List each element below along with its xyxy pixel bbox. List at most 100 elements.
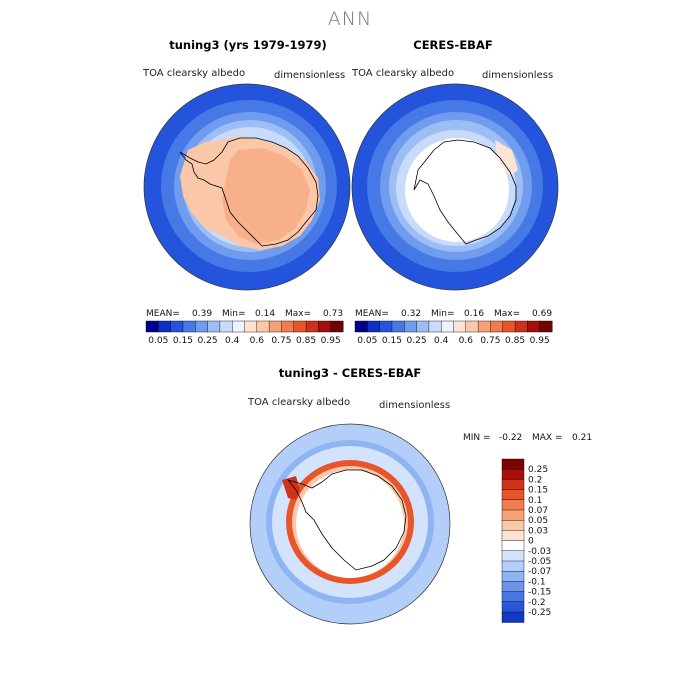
panel2-units-label: dimensionless: [482, 70, 554, 81]
panel1-colorbar-tick: 0.15: [173, 336, 193, 346]
panel2-colorbar-swatch: [477, 320, 491, 333]
panel1-colorbar-swatch: [145, 320, 159, 333]
panel2-colorbar-tick: 0.15: [382, 336, 402, 346]
panel2-ring-4: [389, 120, 523, 252]
panel3-min-value: -0.22: [499, 433, 523, 443]
panel1-interior-fill: [222, 148, 310, 244]
panel2-colorbar-tick: 0.6: [459, 336, 474, 346]
panel1-colorbar-swatch: [244, 320, 258, 333]
panel3-missing-data: [296, 470, 404, 578]
panel3-ocean-outer: [250, 424, 450, 624]
panel3-colorbar-tick: -0.05: [528, 557, 551, 567]
panel3-colorbar-tick: 0.07: [528, 506, 548, 516]
panel3-boundary: [249, 423, 451, 625]
panel3-positive-ring: [286, 460, 414, 584]
panel2-ring-3: [380, 112, 532, 260]
panel1-ring-5: [188, 127, 312, 247]
panel1-ring-3: [174, 112, 326, 260]
panel1-colorbar-swatch: [268, 320, 282, 333]
panel3-colorbar-swatch: [501, 611, 525, 623]
panel3-colorbar-tick: 0.03: [528, 526, 548, 536]
panel1-colorbar-tick: 0.05: [148, 336, 168, 346]
panel2-colorbar-swatch: [354, 320, 368, 333]
panel3-colorbar-tick: 0.05: [528, 516, 548, 526]
panel1-colorbar-tick: 0.6: [250, 336, 265, 346]
panel3-max-value: 0.21: [572, 433, 593, 443]
panel1-colorbar-tick: 0.4: [225, 336, 240, 346]
panel2-colorbar-swatch: [404, 320, 418, 333]
panel1-variable-label: TOA clearsky albedo: [143, 68, 246, 79]
panel3-colorbar-swatch: [501, 469, 525, 480]
panel3-colorbar-swatch: [501, 520, 525, 531]
panel1-colorbar-swatch: [207, 320, 221, 333]
panel3-colorbar-swatch: [501, 591, 525, 603]
panel2-colorbar-swatch: [440, 320, 455, 333]
panel2-max-label: Max=: [494, 309, 521, 319]
panel2-ring-2: [367, 100, 543, 272]
panel3-colorbar-swatch: [501, 601, 525, 613]
panel1-antarctica-fill: [180, 136, 320, 250]
panel3-colorbar-tick: -0.2: [528, 598, 546, 608]
panel2-colorbar-swatch: [367, 320, 381, 333]
panel3-colorbar-swatch: [501, 479, 525, 491]
panel3-colorbar-swatch: [501, 489, 525, 501]
panel3-colorbar-tick: -0.25: [528, 608, 551, 618]
panel3-colorbar-tick: -0.1: [528, 577, 546, 587]
panel1-boundary: [143, 83, 351, 291]
panel3-colorbar-tick: -0.15: [528, 588, 551, 598]
panel1-ring-2: [161, 100, 337, 272]
panel2-max-value: 0.69: [532, 309, 553, 319]
panel3-colorbar-swatch: [501, 560, 525, 572]
panel3-colorbar-swatch: [501, 581, 525, 593]
panel1-ring-outer: [144, 84, 350, 290]
panel2-colorbar-swatch: [514, 320, 528, 333]
panel2-colorbar-tick: 0.4: [434, 336, 449, 346]
panel1-colorbar-swatch: [330, 320, 344, 333]
panel3-coastline: [286, 469, 407, 571]
panel2-colorbar-swatch: [527, 320, 541, 333]
panel2-colorbar-tick: 0.95: [530, 336, 550, 346]
panel3-colorbar-tick: 0.2: [528, 475, 542, 485]
panel3-colorbar-tick: -0.07: [528, 567, 551, 577]
panel2-min-value: 0.16: [464, 309, 485, 319]
panel1-colorbar-swatch: [195, 320, 209, 333]
panel1-title: tuning3 (yrs 1979-1979): [169, 38, 327, 52]
panel3-variable-label: TOA clearsky albedo: [248, 397, 351, 408]
panel2-colorbar-tick: 0.85: [505, 336, 525, 346]
panel2-colorbar-swatch: [453, 320, 467, 333]
panel3-colorbar-swatch: [501, 540, 525, 552]
panel1-colorbar-swatch: [182, 320, 196, 333]
panel3-units-label: dimensionless: [379, 400, 451, 411]
panel2-missing-data: [405, 138, 509, 242]
panel1-coastline: [179, 137, 319, 247]
panel1-colorbar-swatch: [318, 320, 332, 333]
panel1-colorbar-swatch: [231, 320, 246, 333]
panel2-colorbar-tick: 0.75: [480, 336, 500, 346]
panel3-colorbar-tick: 0.1: [528, 496, 542, 506]
panel3-peninsula-anomaly: [282, 476, 300, 500]
panel1-ring-4: [183, 120, 317, 252]
panel2-colorbar-swatch: [379, 320, 393, 333]
panel3-colorbar-swatch: [501, 550, 525, 562]
panel3-max-label: MAX =: [532, 433, 563, 443]
panel3-colorbar-swatch: [501, 509, 525, 521]
panel2-boundary: [351, 83, 559, 291]
panel2-ross-sea-tint: [495, 140, 518, 176]
panel2-mean-label: MEAN=: [355, 309, 389, 319]
panel3-colorbar-tick: -0.03: [528, 547, 551, 557]
panel1-colorbar-tick: 0.85: [296, 336, 316, 346]
figure-title: ANN: [327, 8, 373, 30]
panel1-colorbar-swatch: [170, 320, 184, 333]
panel3-colorbar-tick: 0.25: [528, 465, 548, 475]
panel3-ocean-inner: [272, 446, 428, 598]
panel3-ring-edge: [292, 466, 408, 578]
panel1-colorbar-swatch: [281, 320, 295, 333]
panel1-colorbar-tick: 0.95: [321, 336, 341, 346]
panel2-coastline: [413, 139, 517, 245]
panel2-title: CERES-EBAF: [413, 38, 493, 52]
panel1-colorbar-swatch: [293, 320, 307, 333]
panel2-colorbar-swatch: [465, 320, 479, 333]
panel3-colorbar-tick: 0: [528, 537, 534, 547]
